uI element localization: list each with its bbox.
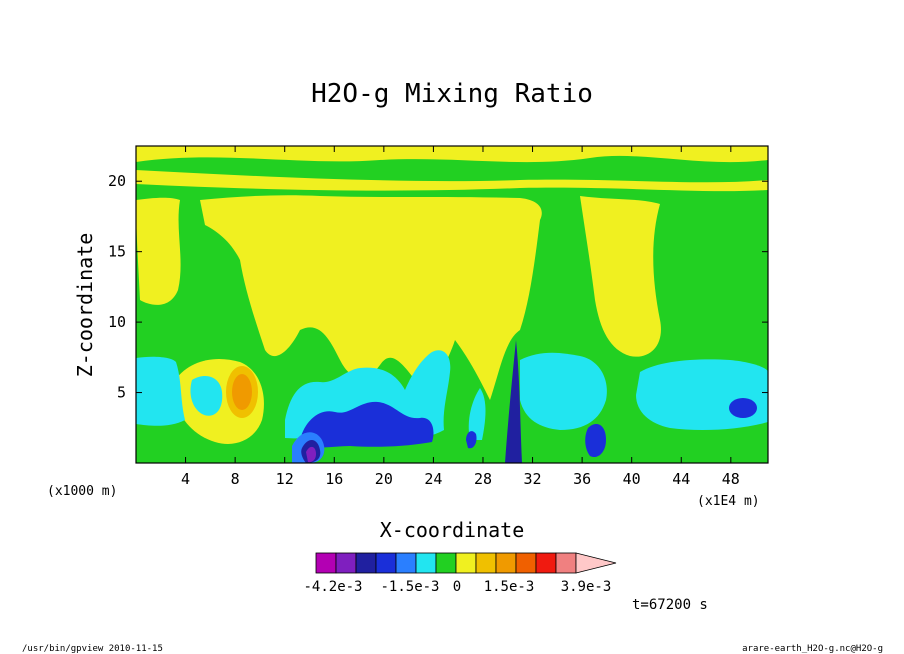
y-tick-label: 15 (108, 243, 126, 261)
contour-region-blue-right (585, 424, 606, 458)
x-tick-label: 12 (276, 470, 294, 488)
x-unit-left: (x1000 m) (47, 484, 117, 499)
colorbar-swatch (515, 552, 537, 574)
x-unit-right: (x1E4 m) (697, 494, 760, 509)
contour-region-yellow-top (136, 146, 768, 163)
x-tick-label: 32 (524, 470, 542, 488)
x-tick-label: 36 (573, 470, 591, 488)
colorbar-swatch (415, 552, 437, 574)
y-axis-label: Z-coordinate (73, 233, 97, 378)
contour-region-front (505, 340, 522, 463)
colorbar-swatch (355, 552, 377, 574)
plot-frame (135, 145, 769, 464)
colorbar-label: 3.9e-3 (561, 579, 612, 595)
contour-region-cyan-left (136, 356, 185, 426)
colorbar-swatch (535, 552, 557, 574)
colorbar-label: 1.5e-3 (484, 579, 535, 595)
contour-region-purple (306, 446, 316, 463)
colorbar-swatch (395, 552, 417, 574)
colorbar-arrow (575, 552, 617, 574)
colorbar-label: -4.2e-3 (303, 579, 362, 595)
colorbar-swatch (375, 552, 397, 574)
x-tick-label: 48 (722, 470, 740, 488)
x-tick-label: 4 (181, 470, 190, 488)
contour-region-yellow-band (136, 170, 768, 192)
y-tick-label: 10 (108, 313, 126, 331)
y-axis-ticks: 5 10 15 20 (108, 172, 768, 402)
contour-region-cyan-left-small (190, 376, 223, 416)
footer-left: /usr/bin/gpview 2010-11-15 (22, 644, 163, 654)
x-axis-label: X-coordinate (380, 518, 525, 542)
contour-region-cyan-right (520, 352, 607, 430)
contour-region-blue-center (300, 401, 434, 448)
contour-region-orange (232, 374, 252, 410)
contour-region-yellow-left (136, 197, 181, 305)
contour-region-yellow-right (580, 196, 661, 357)
contour-region-blue-far-right (729, 398, 757, 418)
x-tick-label: 24 (424, 470, 442, 488)
time-label: t=67200 s (632, 597, 708, 613)
colorbar-swatch (435, 552, 457, 574)
x-tick-label: 28 (474, 470, 492, 488)
x-axis-ticks: 4 8 12 16 20 24 28 32 36 40 44 48 (181, 146, 740, 488)
contour-region-cyan-narrow (468, 388, 486, 440)
colorbar-swatch (475, 552, 497, 574)
colorbar-swatch (455, 552, 477, 574)
chart-title: H2O-g Mixing Ratio (311, 79, 593, 109)
x-tick-label: 40 (623, 470, 641, 488)
colorbar-label: -1.5e-3 (380, 579, 439, 595)
y-tick-label: 20 (108, 172, 126, 190)
colorbar-swatch (495, 552, 517, 574)
y-tick-label: 5 (117, 384, 126, 402)
x-tick-label: 8 (231, 470, 240, 488)
x-tick-label: 20 (375, 470, 393, 488)
x-tick-label: 16 (325, 470, 343, 488)
contour-region-yellow-center (200, 195, 542, 400)
colorbar-swatch (315, 552, 337, 574)
colorbar-swatch (335, 552, 357, 574)
footer-right: arare-earth_H2O-g.nc@H2O-g (742, 644, 883, 654)
colorbar-label: 0 (453, 579, 461, 595)
x-tick-label: 44 (672, 470, 690, 488)
contour-region-cyan-far-right (636, 359, 768, 430)
colorbar-swatch (555, 552, 577, 574)
colorbar: -4.2e-3 -1.5e-3 0 1.5e-3 3.9e-3 (303, 552, 617, 595)
contour-field (136, 146, 768, 463)
contour-region-blue-small (466, 431, 477, 449)
